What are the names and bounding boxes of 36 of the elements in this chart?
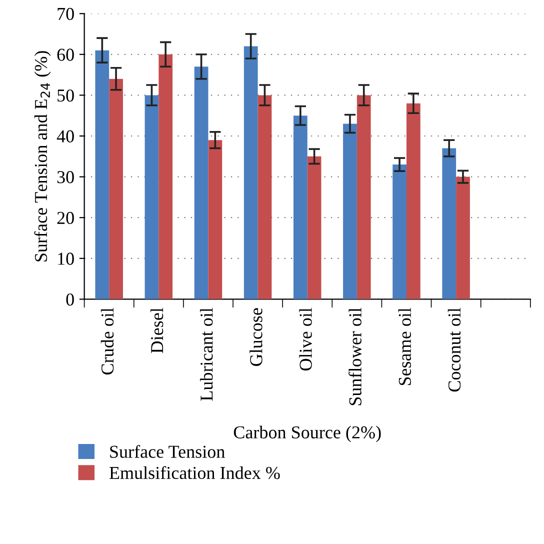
legend-label: Surface Tension (110, 444, 225, 458)
y-tick-label: 30 (57, 171, 74, 184)
bar (244, 46, 258, 300)
bar (442, 148, 456, 300)
y-tick-label: 40 (56, 130, 74, 142)
x-tick-label: Lubricant oil (200, 308, 213, 401)
bar (208, 140, 222, 300)
bar (194, 66, 208, 300)
bar (158, 54, 173, 300)
bar (456, 176, 470, 300)
x-tick-label: Crude oil (100, 308, 114, 374)
bar (258, 95, 272, 300)
x-tick-label: Sunflower oil (348, 308, 362, 406)
x-tick-label: Glucose (250, 308, 262, 366)
bar (109, 78, 123, 300)
bar (307, 156, 322, 300)
bar (406, 103, 420, 300)
x-tick-label: Olive oil (299, 308, 312, 370)
legend-label: Emulsification Index % (109, 466, 280, 480)
y-tick-label: 20 (57, 212, 74, 224)
y-tick-label: 0 (66, 293, 74, 306)
bar (356, 95, 371, 300)
y-tick-label: 60 (57, 48, 74, 61)
bar (343, 124, 357, 300)
bar (95, 50, 110, 300)
bar (144, 95, 159, 300)
y-tick-label: 50 (58, 89, 74, 102)
x-tick-label: Sesame oil (398, 308, 412, 386)
x-tick-label: Coconut oil (448, 308, 461, 392)
y-axis-title: Surface Tension and E$_{24}$ (%) (34, 51, 51, 262)
x-axis-title: Carbon Source (2%) (234, 426, 381, 442)
bar (392, 164, 406, 300)
bar (293, 116, 308, 300)
y-tick-label: 70 (58, 8, 74, 20)
x-tick-label: Diesel (150, 308, 164, 354)
y-tick-label: 10 (58, 252, 74, 265)
